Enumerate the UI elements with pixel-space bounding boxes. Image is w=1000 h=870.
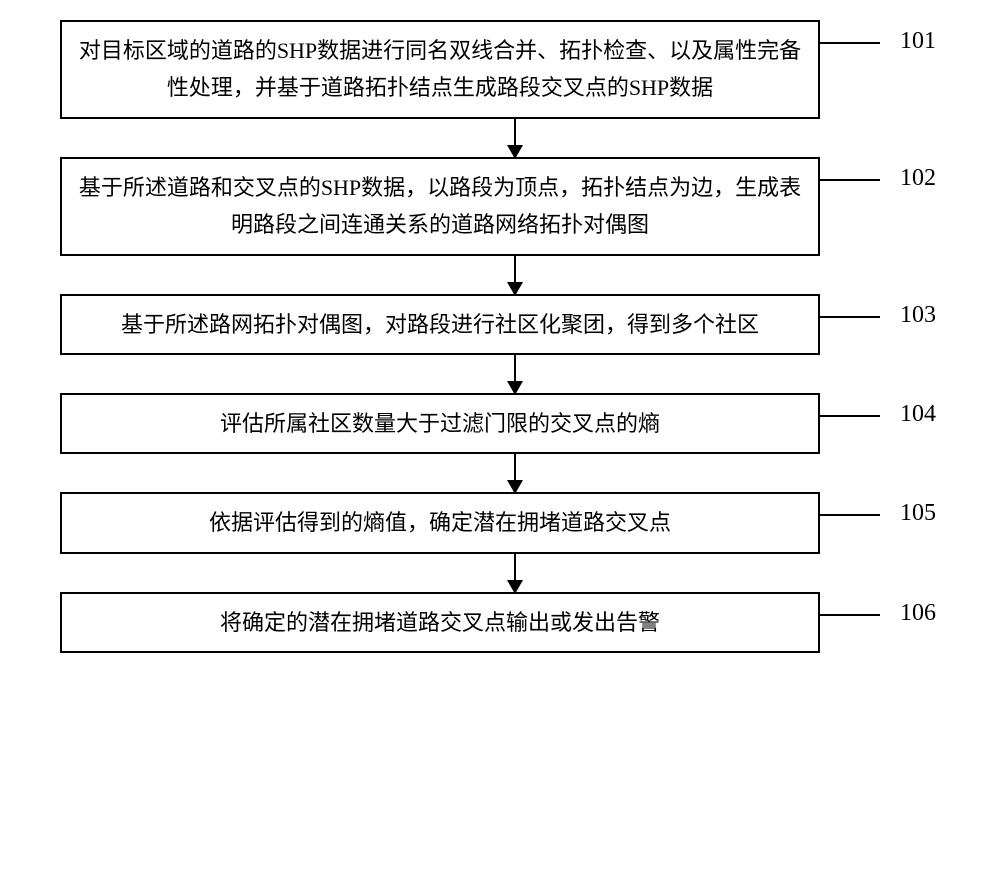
flow-box-text: 对目标区域的道路的SHP数据进行同名双线合并、拓扑检查、以及属性完备性处理，并基… bbox=[79, 38, 801, 100]
arrow-2-3 bbox=[135, 256, 895, 294]
arrow-down-icon bbox=[514, 554, 516, 592]
flow-box-106: 将确定的潜在拥堵道路交叉点输出或发出告警 bbox=[60, 592, 820, 653]
connector-tick bbox=[820, 42, 880, 44]
arrow-down-icon bbox=[514, 454, 516, 492]
flow-step-5-row: 依据评估得到的熵值，确定潜在拥堵道路交叉点 105 bbox=[30, 492, 970, 553]
connector-tick bbox=[820, 614, 880, 616]
connector-tick bbox=[820, 415, 880, 417]
arrow-down-icon bbox=[514, 119, 516, 157]
flowchart-container: 对目标区域的道路的SHP数据进行同名双线合并、拓扑检查、以及属性完备性处理，并基… bbox=[30, 20, 970, 653]
step-label-102: 102 bbox=[900, 165, 936, 192]
arrow-down-icon bbox=[514, 355, 516, 393]
flow-step-4-row: 评估所属社区数量大于过滤门限的交叉点的熵 104 bbox=[30, 393, 970, 454]
arrow-down-icon bbox=[514, 256, 516, 294]
flow-box-text: 评估所属社区数量大于过滤门限的交叉点的熵 bbox=[220, 411, 660, 436]
flow-step-3-row: 基于所述路网拓扑对偶图，对路段进行社区化聚团，得到多个社区 103 bbox=[30, 294, 970, 355]
step-label-104: 104 bbox=[900, 401, 936, 428]
flow-box-text: 依据评估得到的熵值，确定潜在拥堵道路交叉点 bbox=[209, 510, 671, 535]
flow-step-2-row: 基于所述道路和交叉点的SHP数据，以路段为顶点，拓扑结点为边，生成表明路段之间连… bbox=[30, 157, 970, 256]
flow-box-105: 依据评估得到的熵值，确定潜在拥堵道路交叉点 bbox=[60, 492, 820, 553]
step-label-103: 103 bbox=[900, 302, 936, 329]
flow-box-104: 评估所属社区数量大于过滤门限的交叉点的熵 bbox=[60, 393, 820, 454]
arrow-4-5 bbox=[135, 454, 895, 492]
flow-box-103: 基于所述路网拓扑对偶图，对路段进行社区化聚团，得到多个社区 bbox=[60, 294, 820, 355]
flow-box-text: 将确定的潜在拥堵道路交叉点输出或发出告警 bbox=[220, 610, 660, 635]
flow-box-102: 基于所述道路和交叉点的SHP数据，以路段为顶点，拓扑结点为边，生成表明路段之间连… bbox=[60, 157, 820, 256]
arrow-1-2 bbox=[135, 119, 895, 157]
flow-step-6-row: 将确定的潜在拥堵道路交叉点输出或发出告警 106 bbox=[30, 592, 970, 653]
step-label-105: 105 bbox=[900, 500, 936, 527]
flow-box-text: 基于所述道路和交叉点的SHP数据，以路段为顶点，拓扑结点为边，生成表明路段之间连… bbox=[79, 175, 801, 237]
arrow-3-4 bbox=[135, 355, 895, 393]
flow-step-1-row: 对目标区域的道路的SHP数据进行同名双线合并、拓扑检查、以及属性完备性处理，并基… bbox=[30, 20, 970, 119]
flow-box-101: 对目标区域的道路的SHP数据进行同名双线合并、拓扑检查、以及属性完备性处理，并基… bbox=[60, 20, 820, 119]
connector-tick bbox=[820, 514, 880, 516]
arrow-5-6 bbox=[135, 554, 895, 592]
connector-tick bbox=[820, 179, 880, 181]
flow-box-text: 基于所述路网拓扑对偶图，对路段进行社区化聚团，得到多个社区 bbox=[121, 312, 759, 337]
step-label-106: 106 bbox=[900, 600, 936, 627]
step-label-101: 101 bbox=[900, 28, 936, 55]
connector-tick bbox=[820, 316, 880, 318]
